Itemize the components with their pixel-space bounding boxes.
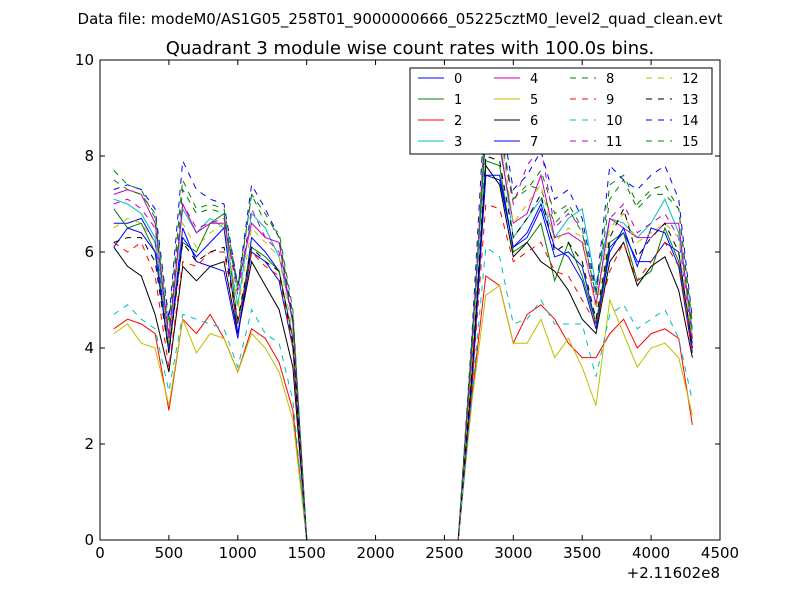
x-tick-label: 2000 [356, 544, 394, 562]
series-line-7 [113, 174, 693, 540]
series-line-6 [113, 164, 693, 540]
series-line-13 [113, 155, 693, 540]
y-tick-label: 6 [84, 243, 94, 261]
x-tick-label: 0 [95, 544, 105, 562]
y-tick-label: 2 [84, 435, 94, 453]
legend-label-7: 7 [530, 135, 538, 150]
legend-label-1: 1 [454, 93, 462, 108]
x-tick-label: 2500 [425, 544, 463, 562]
series-line-9 [113, 203, 693, 540]
series-line-10 [113, 246, 693, 540]
series-layer [113, 87, 693, 540]
legend-label-0: 0 [454, 72, 462, 87]
legend-label-13: 13 [682, 93, 699, 108]
y-tick-label: 10 [75, 51, 94, 69]
legend-label-6: 6 [530, 114, 538, 129]
plot-area [99, 59, 721, 541]
axis-layer: 0 500 1000 1500 2000 2500 3000 3500 4000 4500 0 2 4 6… [75, 51, 739, 562]
series-line-2 [113, 275, 693, 540]
x-tick-label: 4500 [701, 544, 739, 562]
legend-label-3: 3 [454, 135, 462, 150]
legend-box [409, 67, 713, 155]
y-tick-label: 0 [84, 531, 94, 549]
legend-label-10: 10 [606, 114, 623, 129]
series-line-3 [113, 136, 693, 540]
series-line-5 [113, 284, 693, 540]
series-line-12 [113, 93, 693, 540]
series-line-4 [113, 120, 693, 540]
chart-title: Quadrant 3 module wise count rates with … [166, 38, 655, 59]
legend-label-15: 15 [682, 135, 699, 150]
suptitle: Data file: modeM0/AS1G05_258T01_90000006… [78, 10, 723, 29]
y-tick-label: 4 [84, 339, 94, 357]
legend-label-2: 2 [454, 114, 462, 129]
x-tick-label: 3500 [563, 544, 601, 562]
y-tick-label: 8 [84, 147, 94, 165]
series-line-8 [113, 131, 693, 540]
legend-label-4: 4 [530, 72, 538, 87]
legend-label-8: 8 [606, 72, 614, 87]
x-offset-label: +2.11602e8 [627, 564, 720, 582]
legend-label-14: 14 [682, 114, 699, 129]
legend-label-11: 11 [606, 135, 623, 150]
series-line-11 [113, 106, 693, 540]
legend-label-12: 12 [682, 72, 699, 87]
x-tick-label: 4000 [632, 544, 670, 562]
x-tick-label: 500 [155, 544, 184, 562]
x-tick-label: 1500 [288, 544, 326, 562]
legend-label-5: 5 [530, 93, 538, 108]
x-tick-label: 3000 [494, 544, 532, 562]
legend-label-9: 9 [606, 93, 614, 108]
series-line-14 [113, 87, 693, 540]
x-tick-label: 1000 [219, 544, 257, 562]
